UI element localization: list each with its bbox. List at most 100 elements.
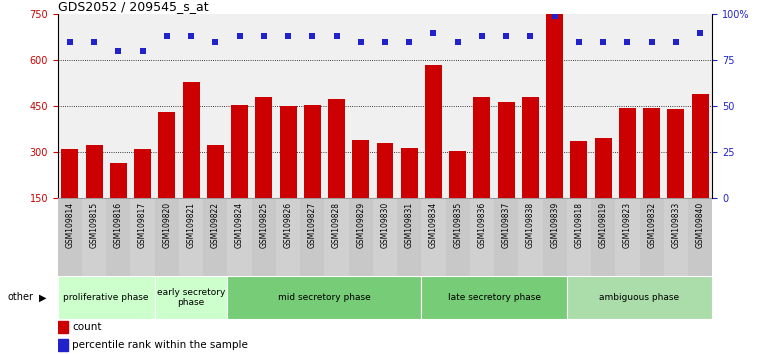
Bar: [58, 321, 68, 333]
Bar: [397, 198, 421, 276]
Bar: [353, 140, 370, 244]
Bar: [304, 105, 321, 244]
Bar: [227, 276, 421, 319]
Bar: [421, 276, 567, 319]
Bar: [276, 198, 300, 276]
Text: GSM109837: GSM109837: [502, 202, 511, 249]
Text: GSM109824: GSM109824: [235, 202, 244, 248]
Text: GSM109834: GSM109834: [429, 202, 438, 249]
Bar: [328, 98, 345, 244]
Bar: [449, 151, 466, 244]
Text: GSM109820: GSM109820: [162, 202, 172, 248]
Text: GSM109814: GSM109814: [65, 202, 75, 248]
Text: GSM109823: GSM109823: [623, 202, 632, 248]
Text: GSM109833: GSM109833: [671, 202, 681, 249]
Point: [573, 39, 585, 45]
Bar: [58, 276, 155, 319]
Text: GSM109819: GSM109819: [598, 202, 608, 248]
Bar: [615, 198, 640, 276]
Text: GSM109827: GSM109827: [308, 202, 316, 248]
Bar: [425, 65, 442, 244]
Text: GSM109839: GSM109839: [551, 202, 559, 249]
Point: [379, 39, 391, 45]
Bar: [300, 198, 324, 276]
Text: GSM109817: GSM109817: [138, 202, 147, 248]
Bar: [643, 108, 660, 244]
Point: [209, 39, 222, 45]
Point: [645, 39, 658, 45]
Point: [88, 39, 100, 45]
Point: [136, 48, 149, 54]
Text: GSM109816: GSM109816: [114, 202, 123, 248]
Bar: [446, 198, 470, 276]
Text: GSM109815: GSM109815: [89, 202, 99, 248]
Bar: [130, 198, 155, 276]
Bar: [594, 138, 611, 244]
Text: GSM109825: GSM109825: [259, 202, 268, 248]
Point: [476, 33, 488, 39]
Text: GSM109826: GSM109826: [283, 202, 293, 248]
Text: percentile rank within the sample: percentile rank within the sample: [72, 340, 249, 350]
Bar: [159, 112, 176, 244]
Text: GSM109822: GSM109822: [211, 202, 219, 248]
Bar: [619, 108, 636, 244]
Bar: [567, 276, 712, 319]
Point: [500, 33, 512, 39]
Text: GSM109831: GSM109831: [405, 202, 413, 248]
Text: other: other: [8, 292, 34, 302]
Bar: [546, 14, 563, 244]
Bar: [207, 144, 224, 244]
Bar: [691, 94, 708, 244]
Bar: [497, 102, 514, 244]
Bar: [85, 144, 102, 244]
Point: [427, 30, 440, 35]
Bar: [349, 198, 373, 276]
Bar: [400, 148, 417, 244]
Text: GSM109840: GSM109840: [695, 202, 705, 249]
Bar: [82, 198, 106, 276]
Point: [112, 48, 125, 54]
Bar: [571, 142, 588, 244]
Bar: [179, 198, 203, 276]
Bar: [688, 198, 712, 276]
Bar: [134, 149, 151, 244]
Text: proliferative phase: proliferative phase: [63, 293, 149, 302]
Bar: [470, 198, 494, 276]
Bar: [474, 97, 490, 244]
Bar: [252, 198, 276, 276]
Bar: [110, 163, 127, 244]
Text: mid secretory phase: mid secretory phase: [278, 293, 371, 302]
Bar: [522, 97, 539, 244]
Bar: [664, 198, 688, 276]
Text: count: count: [72, 322, 102, 332]
Text: GSM109829: GSM109829: [357, 202, 365, 248]
Bar: [377, 143, 393, 244]
Point: [161, 33, 173, 39]
Bar: [668, 109, 685, 244]
Bar: [256, 97, 273, 244]
Text: GSM109836: GSM109836: [477, 202, 487, 249]
Point: [694, 30, 706, 35]
Point: [670, 39, 682, 45]
Bar: [640, 198, 664, 276]
Bar: [58, 198, 82, 276]
Bar: [106, 198, 130, 276]
Point: [403, 39, 415, 45]
Point: [233, 33, 246, 39]
Point: [524, 33, 537, 39]
Bar: [231, 105, 248, 244]
Text: GSM109828: GSM109828: [332, 202, 341, 248]
Bar: [518, 198, 543, 276]
Text: GSM109835: GSM109835: [454, 202, 462, 249]
Bar: [155, 276, 227, 319]
Bar: [227, 198, 252, 276]
Point: [355, 39, 367, 45]
Bar: [62, 149, 79, 244]
Point: [451, 39, 464, 45]
Text: ▶: ▶: [38, 292, 46, 302]
Bar: [203, 198, 227, 276]
Bar: [58, 339, 68, 351]
Point: [597, 39, 609, 45]
Text: GSM109838: GSM109838: [526, 202, 535, 248]
Bar: [421, 198, 446, 276]
